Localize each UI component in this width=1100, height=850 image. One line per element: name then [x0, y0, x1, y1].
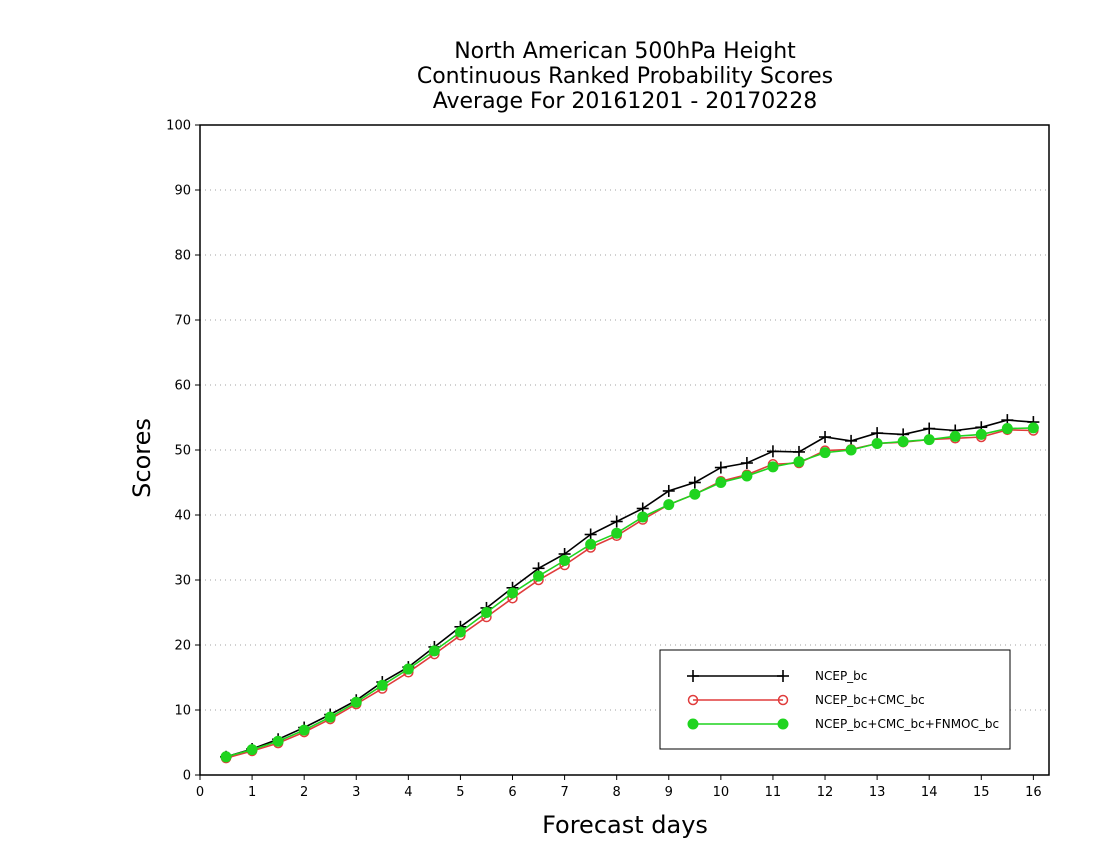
- data-point: [611, 527, 623, 539]
- data-point: [402, 663, 414, 675]
- legend-entry: NCEP_bc: [687, 669, 867, 683]
- x-tick-label: 4: [404, 785, 412, 800]
- legend-marker: [687, 694, 699, 706]
- title-line-3: Average For 20161201 - 20170228: [433, 89, 818, 114]
- y-tick-label: 10: [174, 704, 191, 719]
- data-point: [533, 570, 545, 582]
- x-tick-label: 11: [765, 785, 782, 800]
- x-tick-label: 3: [352, 785, 360, 800]
- legend: NCEP_bc NCEP_bc+CMC_bc NCEP_bc+CMC_bc+FNMO…: [659, 649, 1011, 750]
- legend-marker: [777, 670, 789, 682]
- data-point: [507, 587, 519, 599]
- legend-marker: [687, 670, 699, 682]
- data-point: [792, 445, 805, 458]
- data-point: [376, 679, 388, 691]
- y-tick-label: 90: [174, 184, 191, 199]
- x-tick-label: 16: [1025, 785, 1042, 800]
- x-axis-label: Forecast days: [542, 811, 708, 839]
- data-point: [324, 711, 336, 723]
- data-point: [819, 447, 831, 459]
- y-axis-label: Scores: [128, 418, 156, 498]
- x-tick-label: 15: [973, 785, 990, 800]
- data-point: [766, 445, 779, 458]
- x-tick-label: 13: [869, 785, 886, 800]
- data-point: [845, 444, 857, 456]
- data-point: [663, 499, 675, 511]
- data-point: [740, 457, 753, 469]
- y-tick-label: 30: [174, 574, 191, 589]
- data-point: [871, 427, 884, 440]
- data-point: [949, 430, 961, 442]
- data-point: [428, 645, 440, 657]
- x-tick-label: 10: [713, 785, 730, 800]
- data-point: [584, 528, 597, 541]
- y-tick-label: 40: [174, 509, 191, 524]
- x-tick-label: 1: [248, 785, 256, 800]
- title-line-1: North American 500hPa Height: [454, 39, 796, 64]
- data-point: [793, 456, 805, 468]
- x-tick-label: 5: [456, 785, 464, 800]
- legend-marker: [777, 718, 789, 730]
- data-point: [897, 436, 909, 448]
- data-point: [272, 735, 284, 747]
- data-point: [715, 477, 727, 488]
- data-point: [767, 461, 779, 473]
- y-tick-label: 50: [174, 444, 191, 459]
- data-point: [714, 461, 727, 474]
- x-tick-label: 12: [817, 785, 834, 800]
- data-point: [298, 724, 310, 736]
- x-tick-label: 0: [196, 785, 204, 800]
- data-point: [1027, 422, 1039, 434]
- legend-entry: NCEP_bc+CMC_bc: [687, 693, 925, 707]
- data-point: [454, 626, 466, 638]
- data-point: [559, 555, 571, 566]
- x-tick-label: 7: [560, 785, 568, 800]
- legend-label: NCEP_bc: [815, 669, 867, 683]
- data-point: [637, 511, 649, 523]
- y-tick-label: 0: [183, 769, 191, 784]
- y-tick-label: 100: [166, 119, 191, 134]
- data-point: [246, 744, 258, 756]
- data-point: [585, 538, 597, 550]
- data-point: [871, 438, 883, 449]
- legend-label: NCEP_bc+CMC_bc+FNMOC_bc: [815, 717, 999, 731]
- series: [220, 414, 1040, 764]
- data-point: [350, 696, 362, 708]
- title-line-2: Continuous Ranked Probability Scores: [417, 64, 833, 89]
- y-axis-ticks: 0 10 20 30 40 50 60 70 80 90 100: [166, 119, 200, 784]
- data-point: [1001, 423, 1013, 435]
- legend-label: NCEP_bc+CMC_bc: [815, 693, 925, 707]
- data-point: [610, 515, 623, 528]
- y-tick-label: 70: [174, 314, 191, 329]
- y-tick-label: 20: [174, 639, 191, 654]
- data-point: [975, 428, 987, 440]
- legend-entry: NCEP_bc+CMC_bc+FNMOC_bc: [687, 717, 999, 731]
- x-tick-label: 2: [300, 785, 308, 800]
- data-point: [688, 476, 701, 489]
- x-axis-ticks: 0 1 2 3 4 5 6 7 8 9 10 11 12 13 14 15 16: [196, 775, 1042, 800]
- grid: [200, 189, 1049, 711]
- data-point: [480, 607, 492, 618]
- legend-marker: [687, 718, 699, 730]
- x-tick-label: 6: [508, 785, 516, 800]
- data-point: [662, 484, 675, 497]
- x-tick-label: 9: [665, 785, 673, 800]
- data-point: [923, 434, 935, 446]
- y-tick-label: 60: [174, 379, 191, 394]
- x-tick-label: 8: [613, 785, 621, 800]
- data-point: [923, 422, 936, 435]
- data-point: [220, 751, 232, 763]
- y-tick-label: 80: [174, 249, 191, 264]
- data-point: [819, 431, 832, 443]
- data-point: [689, 488, 701, 500]
- legend-marker: [777, 694, 789, 706]
- x-tick-label: 14: [921, 785, 938, 800]
- series-3: [220, 422, 1039, 763]
- data-point: [741, 470, 753, 482]
